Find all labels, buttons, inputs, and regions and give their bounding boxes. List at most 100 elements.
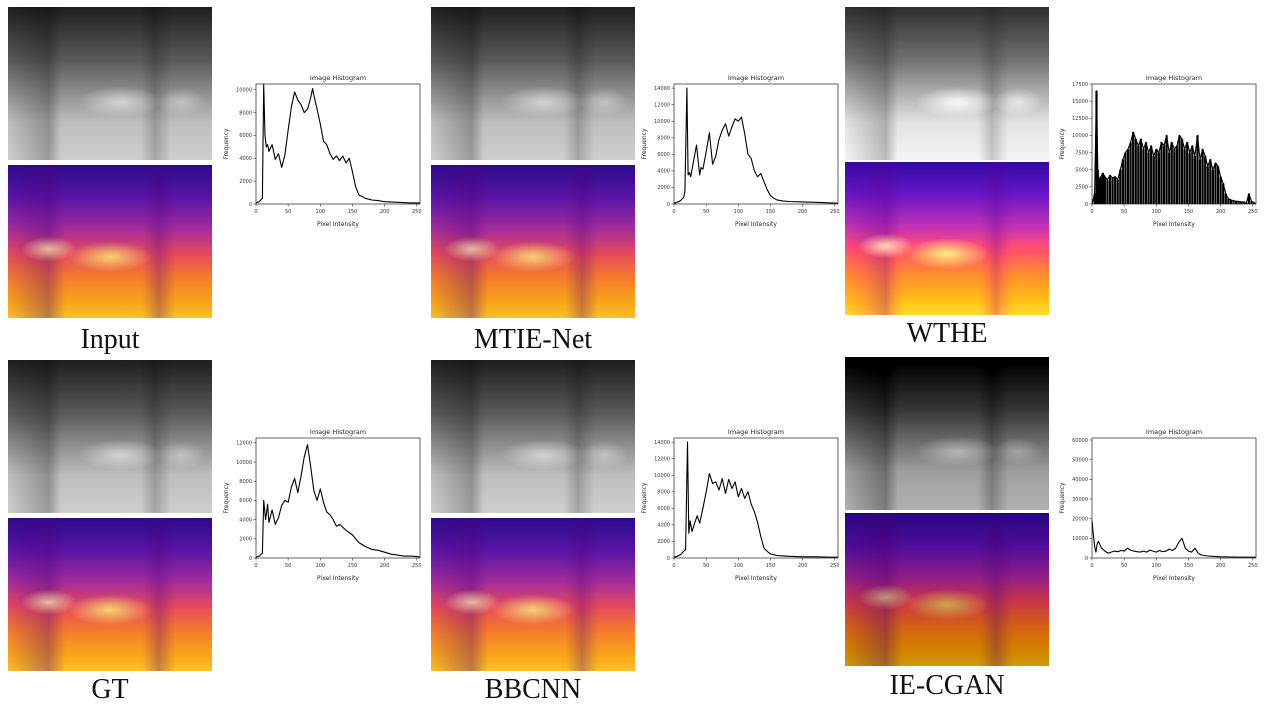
x-tick-label: 50 [703,563,709,569]
histogram-line [673,441,838,558]
histogram-ie-cgan: Image Histogram 0 50 100 150 200 250 0 10000 2000… [1059,428,1258,582]
histogram-line [255,444,421,558]
histogram-line [1091,90,1257,205]
y-tick-label: 12000 [654,456,670,462]
grayscale-image-mtie-net [431,7,635,160]
y-tick-label: 10000 [236,88,252,94]
plot-frame [255,83,421,205]
x-tick-label: 250 [412,209,422,215]
y-tick-label: 0 [1085,556,1088,562]
y-tick-label: 5000 [1075,168,1088,174]
caption-bbcnn: BBCNN [484,674,582,705]
x-tick-label: 50 [703,209,709,215]
x-tick-label: 150 [1184,563,1194,569]
x-axis-label: Pixel Intensity [1153,221,1195,228]
y-tick-label: 14000 [654,440,670,446]
x-tick-label: 0 [672,563,675,569]
y-tick-label: 0 [1085,202,1088,208]
y-tick-label: 10000 [654,119,670,125]
y-tick-label: 4000 [657,169,670,175]
plot-frame [1091,83,1257,205]
caption-wthe: WTHE [906,318,988,349]
x-tick-label: 0 [672,209,675,215]
x-tick-label: 250 [830,209,840,215]
x-axis-label: Pixel Intensity [1153,575,1195,582]
x-tick-label: 150 [348,209,358,215]
y-tick-label: 30000 [1072,497,1088,503]
histogram-mtie-net: Image Histogram 0 50 100 150 200 250 0 2000 4000 6… [641,74,840,228]
grayscale-image-input [8,7,212,160]
y-axis-label: Frequency [641,128,648,159]
y-tick-label: 12000 [236,441,252,447]
y-tick-label: 50000 [1072,457,1088,463]
chart-title: Image Histogram [728,74,784,82]
y-axis-label: Frequency [223,128,230,159]
x-tick-label: 100 [316,209,326,215]
y-tick-label: 15000 [1072,99,1088,105]
y-tick-label: 6000 [657,152,670,158]
y-tick-label: 0 [249,556,252,562]
x-tick-label: 100 [734,563,744,569]
grayscale-image-ie-cgan [845,357,1049,510]
x-tick-label: 150 [1184,209,1194,215]
histogram-bbcnn: Image Histogram 0 50 100 150 200 250 0 2000 4000 6… [641,428,840,582]
y-tick-label: 10000 [1072,133,1088,139]
y-tick-label: 17500 [1072,82,1088,88]
y-axis-label: Frequency [641,482,648,513]
y-tick-label: 12000 [654,102,670,108]
y-tick-label: 40000 [1072,477,1088,483]
x-tick-label: 200 [1216,563,1226,569]
x-tick-label: 0 [1090,209,1093,215]
grayscale-image-bbcnn [431,360,635,513]
caption-ie-cgan: IE-CGAN [889,670,1005,701]
y-tick-label: 10000 [236,460,252,466]
x-tick-label: 100 [734,209,744,215]
x-tick-label: 0 [1090,563,1093,569]
y-tick-label: 10000 [654,473,670,479]
x-tick-label: 100 [1152,209,1162,215]
y-tick-label: 6000 [239,498,252,504]
x-tick-label: 250 [830,563,840,569]
y-axis-label: Frequency [223,482,230,513]
chart-title: Image Histogram [310,74,366,82]
x-axis-label: Pixel Intensity [317,221,359,228]
y-tick-label: 14000 [654,86,670,92]
y-tick-label: 2000 [657,185,670,191]
y-tick-label: 4000 [657,523,670,529]
y-tick-label: 20000 [1072,516,1088,522]
plot-frame [673,83,839,205]
thermal-image-wthe [845,162,1049,315]
histogram-line [255,83,420,204]
y-tick-label: 8000 [657,136,670,142]
x-tick-label: 200 [380,209,390,215]
histogram-line [673,87,839,204]
x-tick-label: 200 [798,209,808,215]
x-tick-label: 50 [285,209,291,215]
x-tick-label: 200 [1216,209,1226,215]
y-tick-label: 2000 [657,539,670,545]
y-axis-label: Frequency [1059,482,1066,513]
x-tick-label: 250 [1248,563,1258,569]
y-tick-label: 2500 [1075,185,1088,191]
thermal-image-ie-cgan [845,513,1049,666]
grayscale-image-gt [8,360,212,513]
x-axis-label: Pixel Intensity [735,221,777,228]
y-tick-label: 6000 [239,133,252,139]
histogram-line [1091,520,1256,558]
y-tick-label: 8000 [657,490,670,496]
x-tick-label: 200 [380,563,390,569]
thermal-image-mtie-net [431,165,635,318]
chart-title: Image Histogram [728,428,784,436]
plot-frame [1091,437,1257,559]
chart-title: Image Histogram [1146,428,1202,436]
y-tick-label: 60000 [1072,438,1088,444]
y-tick-label: 6000 [657,506,670,512]
y-tick-label: 12500 [1072,116,1088,122]
x-tick-label: 150 [348,563,358,569]
y-tick-label: 10000 [1072,536,1088,542]
chart-title: Image Histogram [1146,74,1202,82]
x-tick-label: 50 [1121,563,1127,569]
plot-frame [255,437,421,559]
histogram-input: Image Histogram 0 50 100 150 200 250 0 2000 4000 6… [223,74,422,228]
